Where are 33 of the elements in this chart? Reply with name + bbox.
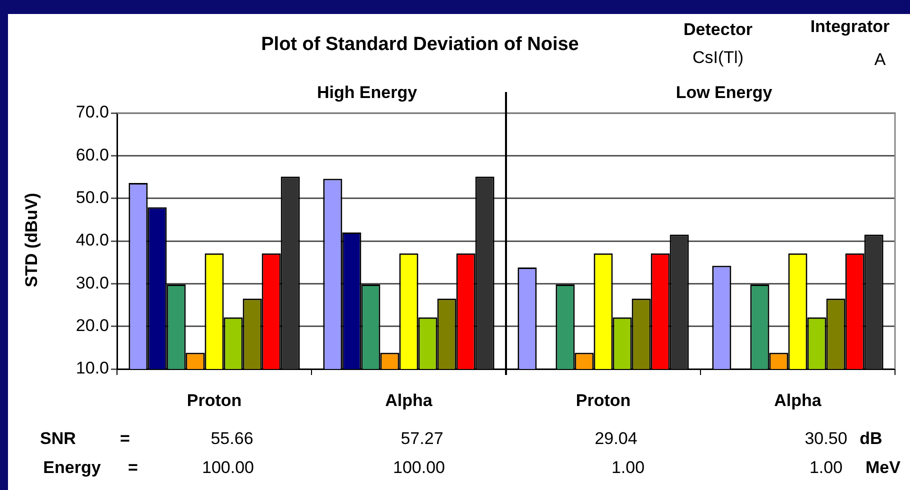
y-tick-label: 20.0: [76, 316, 109, 336]
text: 55.66: [210, 429, 254, 449]
y-tick-label: 60.0: [76, 145, 109, 164]
text: =: [120, 429, 130, 449]
text: 100.00: [202, 458, 254, 478]
y-tick-label: 50.0: [76, 188, 109, 208]
text: MeV: [866, 458, 900, 478]
text: dB: [860, 429, 882, 449]
x-tick-label: Alpha: [385, 390, 433, 410]
text: High Energy: [316, 83, 418, 103]
y-tick-label: 40.0: [76, 230, 109, 250]
text: =: [128, 458, 138, 478]
text: Integrator: [810, 17, 890, 37]
x-tick-label: Proton: [186, 390, 242, 410]
text: 30.50: [804, 429, 848, 449]
text: CsI(Tl): [692, 48, 744, 68]
text: 57.27: [400, 429, 444, 449]
y-tick-label: 10.0: [76, 358, 109, 378]
text: 1.00: [809, 458, 843, 478]
text: Low Energy: [676, 83, 772, 103]
chart-title: Plot of Standard Deviation of Noise: [261, 34, 579, 56]
y-axis-title: STD (dBuV): [22, 192, 42, 288]
y-tick-label: 30.0: [76, 273, 109, 292]
text: 29.04: [594, 429, 638, 449]
x-tick-label: Alpha: [774, 390, 822, 410]
text: 1.00: [611, 458, 645, 478]
text: Energy: [43, 458, 101, 478]
text: 100.00: [393, 458, 445, 478]
text: Detector: [684, 20, 752, 40]
x-tick-label: Proton: [576, 390, 631, 410]
text: A: [874, 50, 886, 70]
text: SNR: [40, 429, 76, 449]
y-tick-label: 70.0: [76, 102, 109, 122]
